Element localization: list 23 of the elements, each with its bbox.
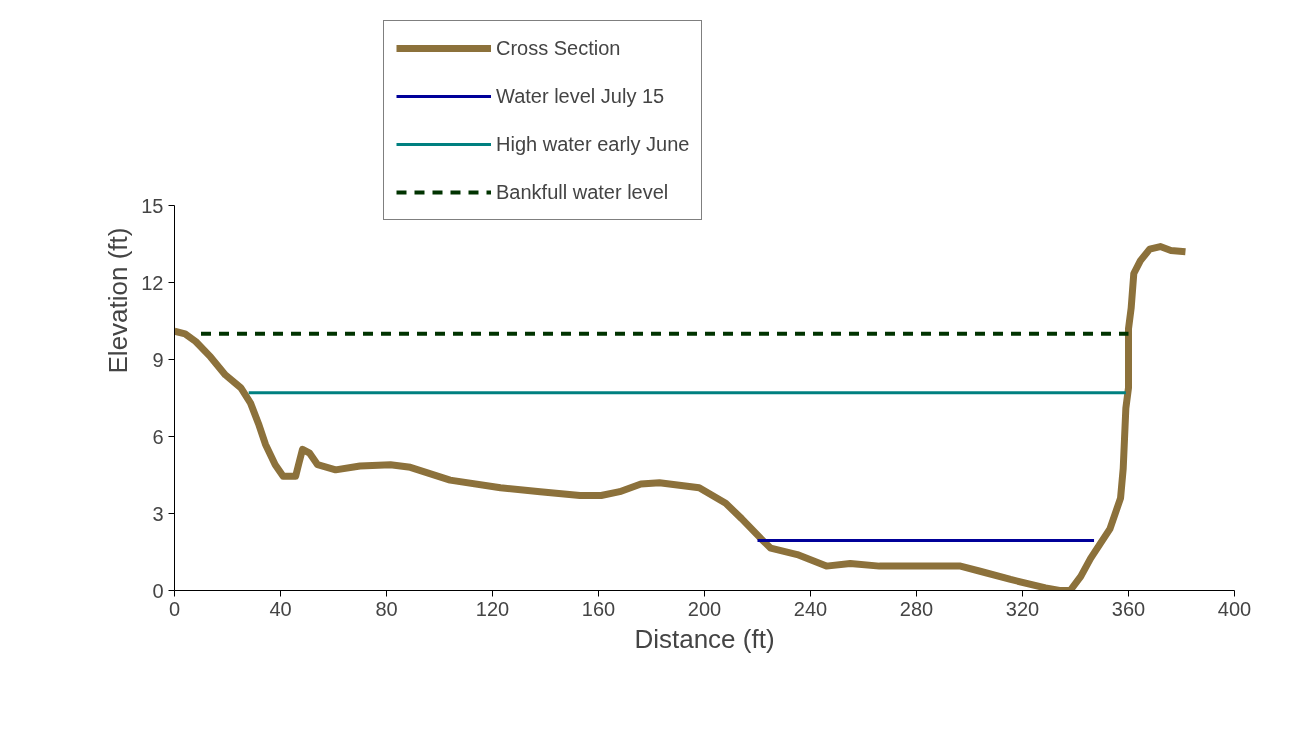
y-axis-title: Elevation (ft) xyxy=(103,227,134,374)
x-tick-label: 400 xyxy=(1217,597,1252,620)
legend-label: Cross Section xyxy=(496,35,621,61)
x-tick-label: 240 xyxy=(793,597,828,620)
legend-label: High water early June xyxy=(496,131,690,157)
x-tick-label: 40 xyxy=(269,597,292,620)
x-axis-title: Distance (ft) xyxy=(634,623,775,654)
x-tick-label: 280 xyxy=(899,597,934,620)
legend-label: Water level July 15 xyxy=(496,83,665,109)
y-tick-label: 3 xyxy=(152,502,164,525)
y-tick-label: 15 xyxy=(141,194,164,217)
x-tick-label: 0 xyxy=(168,597,181,620)
x-tick-label: 200 xyxy=(687,597,722,620)
y-tick-label: 0 xyxy=(152,579,164,602)
x-tick-label: 80 xyxy=(375,597,398,620)
y-tick-label: 12 xyxy=(141,271,164,294)
x-tick-label: 120 xyxy=(475,597,510,620)
x-tick-label: 320 xyxy=(1005,597,1040,620)
y-tick-label: 6 xyxy=(152,425,164,448)
legend-label: Bankfull water level xyxy=(496,179,669,205)
x-tick-label: 360 xyxy=(1111,597,1146,620)
y-tick-label: 9 xyxy=(152,348,164,371)
x-tick-label: 160 xyxy=(581,597,616,620)
